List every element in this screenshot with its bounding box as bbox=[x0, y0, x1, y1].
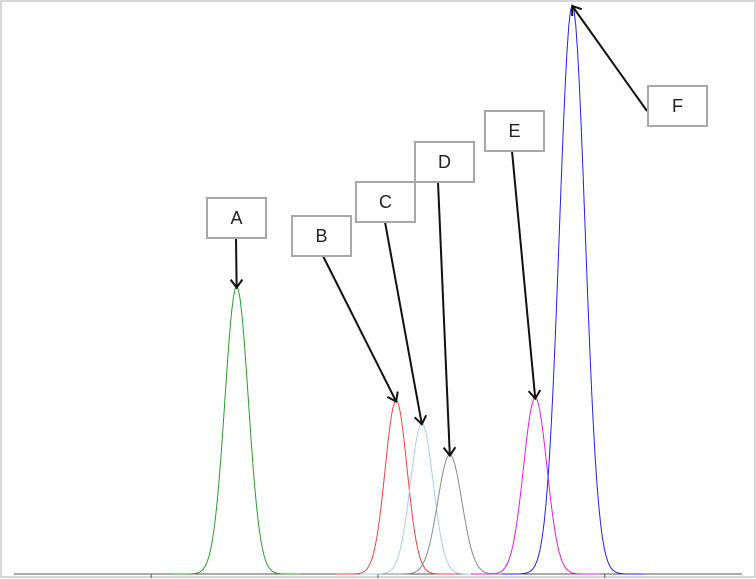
peak-f bbox=[501, 4, 643, 575]
arrowhead-c bbox=[413, 414, 428, 426]
label-text-d: D bbox=[438, 152, 451, 172]
label-text-e: E bbox=[508, 121, 520, 141]
label-box-c bbox=[355, 181, 416, 223]
label-box-e bbox=[484, 110, 545, 152]
label-text-a: A bbox=[230, 208, 242, 228]
label-text-f: F bbox=[672, 96, 683, 116]
arrow-d bbox=[437, 181, 451, 456]
label-text-b: B bbox=[315, 226, 327, 246]
peak-b bbox=[335, 399, 457, 575]
arrowhead-b bbox=[386, 391, 399, 403]
peak-d bbox=[383, 454, 517, 575]
arrowhead-f bbox=[571, 4, 583, 17]
label-box-a bbox=[206, 197, 267, 239]
peak-a bbox=[172, 286, 302, 575]
arrowhead-e bbox=[527, 389, 542, 401]
label-box-d bbox=[414, 141, 475, 183]
arrow-c bbox=[384, 221, 423, 425]
arrowhead-a bbox=[229, 278, 244, 290]
label-box-f bbox=[647, 85, 708, 127]
label-box-b bbox=[291, 215, 352, 257]
annotations-layer: A B C D E F bbox=[206, 4, 708, 458]
label-text-c: C bbox=[379, 192, 392, 212]
arrow-e bbox=[511, 150, 537, 399]
arrow-b bbox=[322, 255, 398, 402]
arrow-f bbox=[571, 5, 648, 112]
peak-c bbox=[359, 422, 485, 575]
peak-e bbox=[470, 397, 600, 575]
arrow-a bbox=[235, 237, 238, 288]
arrowhead-d bbox=[442, 446, 457, 458]
peaks-layer bbox=[172, 4, 643, 575]
